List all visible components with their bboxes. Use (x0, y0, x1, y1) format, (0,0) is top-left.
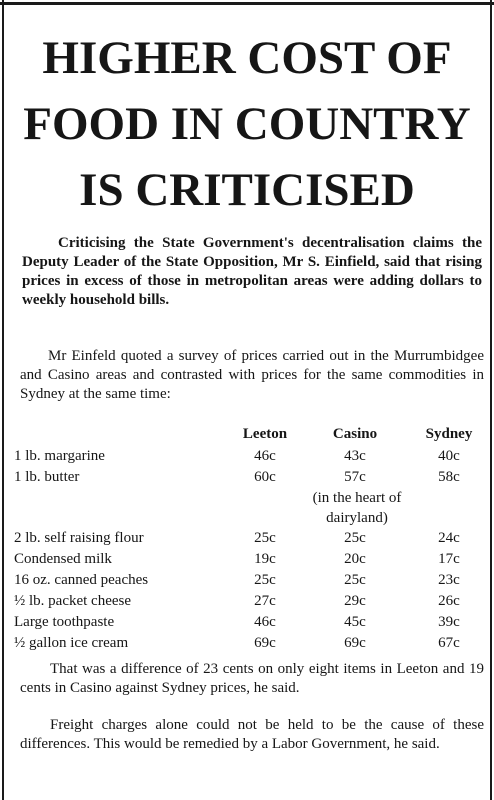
leeton-price: 25c (254, 572, 276, 588)
sydney-price: 24c (438, 530, 460, 546)
left-border-rule (2, 0, 4, 800)
item-name: 2 lb. self raising flour (14, 530, 144, 546)
casino-price: 57c (344, 469, 366, 485)
price-table-header: Leeton Casino Sydney (14, 424, 484, 446)
casino-price: 25c (344, 530, 366, 546)
dairyland-note: (in the heart of dairyland) (312, 490, 402, 526)
item-name: Large toothpaste (14, 614, 115, 630)
difference-paragraph: That was a difference of 23 cents on onl… (20, 661, 484, 696)
leeton-price: 25c (254, 530, 276, 546)
table-row: 2 lb. self raising flour 25c 25c 24c (14, 528, 484, 549)
butter-note-row: (in the heart of dairyland) (14, 488, 484, 528)
sydney-price: 40c (438, 448, 460, 464)
leeton-price: 60c (254, 469, 276, 485)
item-name: 1 lb. margarine (14, 448, 105, 464)
casino-price: 45c (344, 614, 366, 630)
sydney-price: 23c (438, 572, 460, 588)
sydney-price: 67c (438, 635, 460, 651)
headline-line-1: HIGHER COST OF (42, 32, 452, 84)
header-leeton: Leeton (242, 426, 288, 442)
leeton-price: 46c (254, 614, 276, 630)
table-row: 1 lb. margarine 46c 43c 40c (14, 446, 484, 467)
intro-paragraph: Mr Einfeld quoted a survey of prices car… (20, 348, 484, 402)
price-table: Leeton Casino Sydney 1 lb. margarine 46c… (14, 424, 484, 654)
leeton-price: 69c (254, 635, 276, 651)
item-name: 1 lb. butter (14, 469, 80, 485)
sydney-price: 26c (438, 593, 460, 609)
table-row: 1 lb. butter 60c 57c 58c (14, 467, 484, 488)
header-casino: Casino (332, 426, 378, 442)
casino-price: 29c (344, 593, 366, 609)
header-sydney: Sydney (425, 426, 473, 442)
sydney-price: 39c (438, 614, 460, 630)
sydney-price: 17c (438, 551, 460, 567)
casino-price: 69c (344, 635, 366, 651)
table-row: 16 oz. canned peaches 25c 25c 23c (14, 570, 484, 591)
table-row: ½ lb. packet cheese 27c 29c 26c (14, 591, 484, 612)
leeton-price: 19c (254, 551, 276, 567)
table-row: Large toothpaste 46c 45c 39c (14, 612, 484, 633)
right-border-rule (490, 0, 492, 800)
item-name: 16 oz. canned peaches (14, 572, 149, 588)
top-border-rule (0, 2, 494, 5)
sydney-price: 58c (438, 469, 460, 485)
freight-paragraph: Freight charges alone could not be held … (20, 717, 484, 752)
casino-price: 43c (344, 448, 366, 464)
leeton-price: 27c (254, 593, 276, 609)
table-row: Condensed milk 19c 20c 17c (14, 549, 484, 570)
lead-paragraph: Criticising the State Government's decen… (22, 235, 482, 308)
casino-price: 25c (344, 572, 366, 588)
item-name: ½ gallon ice cream (14, 635, 129, 651)
casino-price: 20c (344, 551, 366, 567)
item-name: Condensed milk (14, 551, 112, 567)
item-name: ½ lb. packet cheese (14, 593, 132, 609)
table-row: ½ gallon ice cream 69c 69c 67c (14, 633, 484, 654)
headline-line-3: IS CRITICISED (79, 164, 415, 216)
leeton-price: 46c (254, 448, 276, 464)
headline-line-2: FOOD IN COUNTRY (23, 98, 471, 150)
